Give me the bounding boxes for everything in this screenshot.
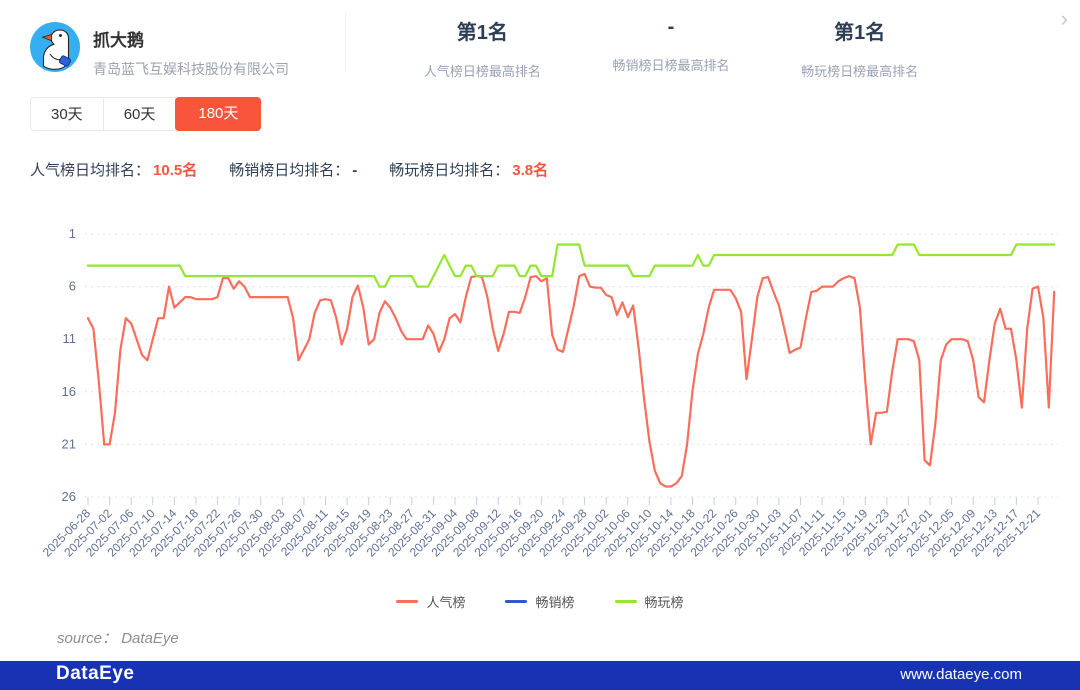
goose-held-item (59, 55, 71, 67)
summary-label: 畅玩榜日均排名： (389, 162, 510, 179)
summary-item-2: 畅玩榜日均排名： 3.8名 (389, 159, 548, 180)
stat-item-0: 第1名人气榜日榜最高排名 (388, 16, 577, 80)
series-line-0 (86, 272, 1056, 488)
stat-value: 第1名 (456, 22, 508, 44)
tab-group: 30天 60天 180天 (30, 97, 262, 131)
rank-trend-chart: 1 6 11 16 21 26 2025-06-28 2025-07-02 2025-07-06… (0, 212, 1080, 592)
chart-svg: 16111621262025-06-282025-07-022025-07-06… (40, 226, 1058, 560)
summary-value: - (352, 162, 358, 179)
svg-text:26: 26 (62, 489, 76, 504)
stat-label: 畅销榜日榜最高排名 (612, 58, 730, 73)
legend-item-2[interactable]: 畅玩榜 (614, 592, 684, 611)
series-line-2 (86, 243, 1056, 288)
legend-item-0[interactable]: 人气榜 (396, 592, 465, 611)
svg-text:6: 6 (69, 279, 76, 294)
source-note: source： DataEye (57, 630, 179, 647)
bottom-bar: DataEye www.dataeye.com (0, 661, 1080, 690)
tab-60天[interactable]: 60天 (102, 97, 177, 131)
chart-legend: 人气榜 畅销榜 畅玩榜 (0, 592, 1080, 611)
app-title: 抓大鹅 (93, 31, 144, 50)
header-divider (345, 12, 346, 70)
summary-label: 人气榜日均排名： (30, 162, 151, 179)
summary-item-1: 畅销榜日均排名： - (229, 159, 357, 180)
svg-text:16: 16 (62, 384, 76, 399)
summary-value: 3.8名 (512, 162, 549, 179)
stat-item-1: - 畅销榜日榜最高排名 (577, 16, 766, 80)
chevron-right-icon[interactable]: › (1060, 6, 1068, 31)
legend-swatch (396, 600, 419, 603)
svg-text:1: 1 (69, 226, 76, 241)
stat-item-2: 第1名畅玩榜日榜最高排名 (765, 16, 954, 80)
summary-row: 人气榜日均排名： 10.5名 畅销榜日均排名： - 畅玩榜日均排名： 3.8名 (30, 159, 548, 180)
tab-30天[interactable]: 30天 (30, 97, 104, 131)
header-stats: 第1名人气榜日榜最高排名 - 畅销榜日榜最高排名 第1名畅玩榜日榜最高排名 (388, 16, 954, 80)
stat-value: 第1名 (834, 22, 886, 44)
company-name: 青岛蓝飞互娱科技股份有限公司 (93, 61, 289, 77)
goose-eye (59, 34, 62, 37)
summary-value: 10.5名 (153, 162, 198, 179)
tab-180天[interactable]: 180天 (175, 97, 262, 131)
legend-label: 人气榜 (426, 595, 466, 610)
stat-label: 畅玩榜日榜最高排名 (801, 64, 919, 79)
stat-label: 人气榜日榜最高排名 (423, 64, 541, 79)
legend-label: 畅销榜 (535, 595, 575, 610)
x-axis: 2025-06-282025-07-022025-07-062025-07-10… (40, 497, 1043, 560)
legend-label: 畅玩榜 (644, 595, 684, 610)
stat-value: - (667, 16, 675, 38)
dataeye-logo: DataEye (56, 663, 135, 684)
summary-item-0: 人气榜日均排名： 10.5名 (30, 159, 197, 180)
summary-label: 畅销榜日均排名： (229, 162, 350, 179)
legend-swatch (505, 600, 528, 603)
site-url: www.dataeye.com (900, 666, 1022, 683)
app-header: 抓大鹅 青岛蓝飞互娱科技股份有限公司 (30, 22, 289, 79)
svg-text:11: 11 (63, 331, 77, 346)
goose-beak (41, 33, 52, 42)
legend-swatch (614, 600, 637, 603)
legend-item-1[interactable]: 畅销榜 (505, 592, 575, 611)
svg-text:21: 21 (62, 436, 76, 451)
app-icon (30, 22, 80, 72)
